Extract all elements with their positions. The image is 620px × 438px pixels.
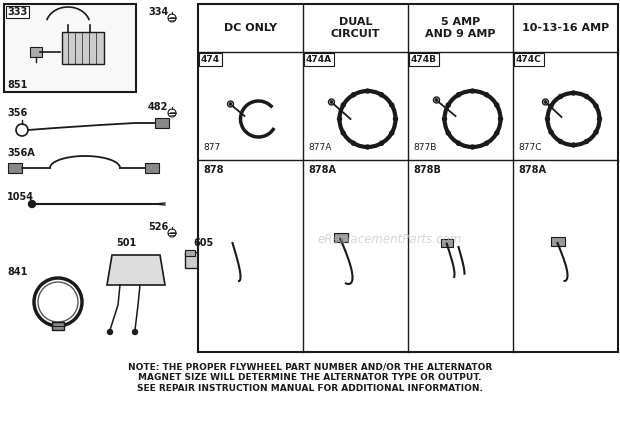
Bar	[551, 237, 564, 246]
Circle shape	[443, 117, 446, 121]
Circle shape	[594, 104, 598, 108]
Bar	[334, 233, 347, 242]
Circle shape	[446, 103, 450, 107]
Bar	[62, 32, 104, 64]
Circle shape	[337, 117, 342, 121]
Text: 10-13-16 AMP: 10-13-16 AMP	[522, 23, 609, 33]
Text: 474B: 474B	[411, 55, 437, 64]
Bar	[30, 47, 42, 57]
Circle shape	[446, 131, 450, 135]
Text: 877: 877	[203, 143, 220, 152]
Circle shape	[572, 143, 575, 147]
Text: 878A: 878A	[308, 165, 336, 175]
Text: 356: 356	[7, 108, 27, 118]
Circle shape	[379, 93, 384, 97]
Bar	[203, 250, 213, 256]
Circle shape	[585, 95, 588, 99]
Circle shape	[572, 91, 575, 95]
Text: DUAL
CIRCUIT: DUAL CIRCUIT	[330, 17, 380, 39]
Circle shape	[352, 141, 355, 145]
Circle shape	[484, 141, 489, 145]
Circle shape	[366, 145, 370, 149]
Circle shape	[394, 117, 397, 121]
Circle shape	[352, 93, 355, 97]
Circle shape	[471, 145, 474, 149]
Text: 482: 482	[148, 102, 169, 112]
Polygon shape	[107, 255, 165, 285]
Text: 878B: 878B	[413, 165, 441, 175]
Circle shape	[484, 93, 489, 97]
Circle shape	[330, 101, 333, 103]
Text: 474C: 474C	[516, 55, 542, 64]
Text: 877B: 877B	[413, 143, 436, 152]
Text: 501: 501	[116, 238, 136, 248]
Circle shape	[29, 201, 35, 208]
Text: 474: 474	[201, 55, 220, 64]
Circle shape	[594, 130, 598, 134]
Text: 356A: 356A	[7, 148, 35, 158]
Text: NOTE: THE PROPER FLYWHEEL PART NUMBER AND/OR THE ALTERNATOR
MAGNET SIZE WILL DET: NOTE: THE PROPER FLYWHEEL PART NUMBER AN…	[128, 363, 492, 393]
Bar	[185, 250, 195, 256]
Bar	[155, 118, 169, 128]
Circle shape	[495, 103, 498, 107]
Circle shape	[546, 117, 549, 121]
Circle shape	[559, 95, 562, 99]
Text: 877A: 877A	[308, 143, 331, 152]
Text: eReplacementParts.com: eReplacementParts.com	[318, 233, 462, 247]
Circle shape	[549, 104, 553, 108]
Circle shape	[107, 329, 112, 335]
Circle shape	[471, 89, 474, 93]
Circle shape	[229, 103, 232, 105]
Text: 474A: 474A	[306, 55, 332, 64]
Bar	[4, 4, 136, 92]
Circle shape	[456, 141, 461, 145]
Circle shape	[133, 329, 138, 335]
Circle shape	[559, 140, 562, 144]
Text: 878: 878	[203, 165, 223, 175]
Circle shape	[598, 117, 601, 121]
Circle shape	[390, 103, 394, 107]
Circle shape	[495, 131, 498, 135]
Bar	[52, 322, 64, 330]
Text: 605: 605	[193, 238, 213, 248]
Bar	[185, 252, 213, 268]
Bar	[145, 163, 159, 173]
Circle shape	[544, 101, 547, 103]
Bar	[198, 4, 618, 352]
Text: 841: 841	[7, 267, 27, 277]
Circle shape	[341, 131, 345, 135]
Text: DC ONLY: DC ONLY	[224, 23, 277, 33]
Text: 851: 851	[7, 80, 27, 90]
Text: 334: 334	[148, 7, 168, 17]
Circle shape	[390, 131, 394, 135]
Text: 1054: 1054	[7, 192, 34, 202]
Circle shape	[341, 103, 345, 107]
Circle shape	[379, 141, 384, 145]
Text: 333: 333	[7, 7, 27, 17]
Bar	[8, 163, 22, 173]
Circle shape	[366, 89, 370, 93]
Text: 878A: 878A	[518, 165, 546, 175]
Text: 526: 526	[148, 222, 168, 232]
Text: 5 AMP
AND 9 AMP: 5 AMP AND 9 AMP	[425, 17, 496, 39]
Text: 877C: 877C	[518, 143, 541, 152]
Circle shape	[435, 99, 438, 101]
Bar	[440, 239, 453, 247]
Circle shape	[498, 117, 502, 121]
Circle shape	[456, 93, 461, 97]
Circle shape	[549, 130, 553, 134]
Circle shape	[585, 140, 588, 144]
